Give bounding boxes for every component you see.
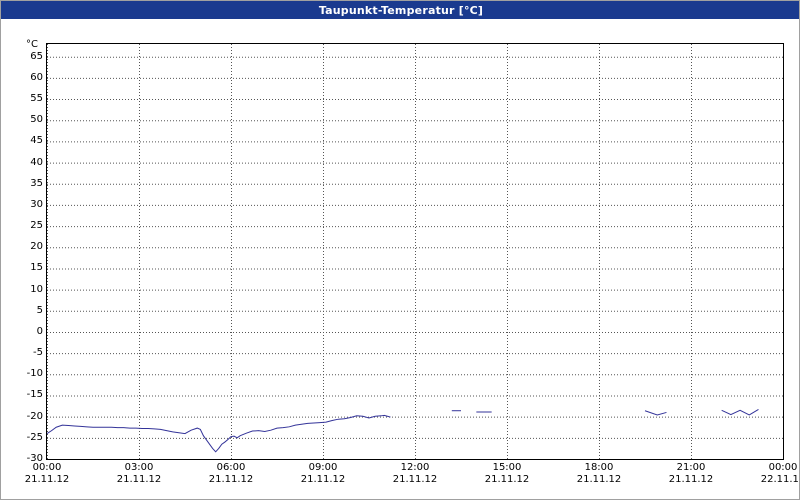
x-tick-time: 21:00: [676, 462, 706, 473]
y-tick-label: 5: [36, 304, 43, 316]
x-tick-label: 03:00 21.11.12: [104, 462, 174, 486]
y-axis-unit-label: °C: [26, 39, 38, 50]
y-tick-label: 50: [30, 114, 43, 126]
y-tick-label: -5: [33, 347, 43, 359]
y-tick-label: 55: [30, 93, 43, 105]
y-tick-label: 30: [30, 198, 43, 210]
y-tick-label: -15: [26, 389, 43, 401]
y-tick-label: 65: [30, 50, 43, 62]
x-tick-date: 21.11.12: [484, 474, 530, 485]
y-tick-label: 25: [30, 220, 43, 232]
y-tick-label: 45: [30, 135, 43, 147]
data-line: [47, 414, 391, 453]
x-tick-time: 03:00: [124, 462, 154, 473]
x-tick-time: 00:00: [768, 462, 798, 473]
x-tick-label: 00:00 21.11.12: [12, 462, 82, 486]
data-line: [721, 409, 759, 416]
grid-lines: [47, 44, 783, 459]
x-tick-time: 12:00: [400, 462, 430, 473]
y-tick-label: 10: [30, 283, 43, 295]
x-tick-date: 22.11.12: [760, 474, 799, 485]
x-tick-date: 21.11.12: [208, 474, 254, 485]
y-tick-label: -10: [26, 368, 43, 380]
y-tick-label: -30: [26, 453, 43, 464]
x-tick-label: 09:00 21.11.12: [288, 462, 358, 486]
page-title: Taupunkt-Temperatur [°C]: [318, 3, 484, 17]
x-tick-label: 21:00 21.11.12: [656, 462, 726, 486]
y-axis-tick-labels: 65 60 55 50 45 40 35 30 25 20 15 10 5 0 -5 -10 -15 -20 -25…: [1, 1, 43, 499]
y-tick-label: -20: [26, 410, 43, 422]
x-tick-time: 00:00: [32, 462, 62, 473]
y-tick-label: 35: [30, 177, 43, 189]
window-title-bar: Taupunkt-Temperatur [°C]: [1, 1, 799, 19]
y-tick-label: 0: [36, 325, 43, 337]
x-tick-date: 21.11.12: [116, 474, 162, 485]
x-tick-time: 18:00: [584, 462, 614, 473]
data-line: [644, 410, 667, 416]
x-tick-time: 06:00: [216, 462, 246, 473]
data-series-layer: [47, 409, 759, 453]
x-tick-time: 09:00: [308, 462, 338, 473]
y-tick-label: -25: [26, 431, 43, 443]
x-tick-date: 21.11.12: [24, 474, 70, 485]
y-tick-label: 15: [30, 262, 43, 274]
x-tick-date: 21.11.12: [668, 474, 714, 485]
plot-area: [46, 43, 784, 460]
y-tick-label: 20: [30, 241, 43, 253]
x-tick-label: 12:00 21.11.12: [380, 462, 450, 486]
x-tick-label: 15:00 21.11.12: [472, 462, 542, 486]
x-tick-label: 18:00 21.11.12: [564, 462, 634, 486]
x-tick-date: 21.11.12: [576, 474, 622, 485]
x-tick-label: 06:00 21.11.12: [196, 462, 266, 486]
y-tick-label: 40: [30, 156, 43, 168]
y-tick-label: 60: [30, 71, 43, 83]
x-tick-date: 21.11.12: [392, 474, 438, 485]
x-tick-date: 21.11.12: [300, 474, 346, 485]
x-tick-time: 15:00: [492, 462, 522, 473]
